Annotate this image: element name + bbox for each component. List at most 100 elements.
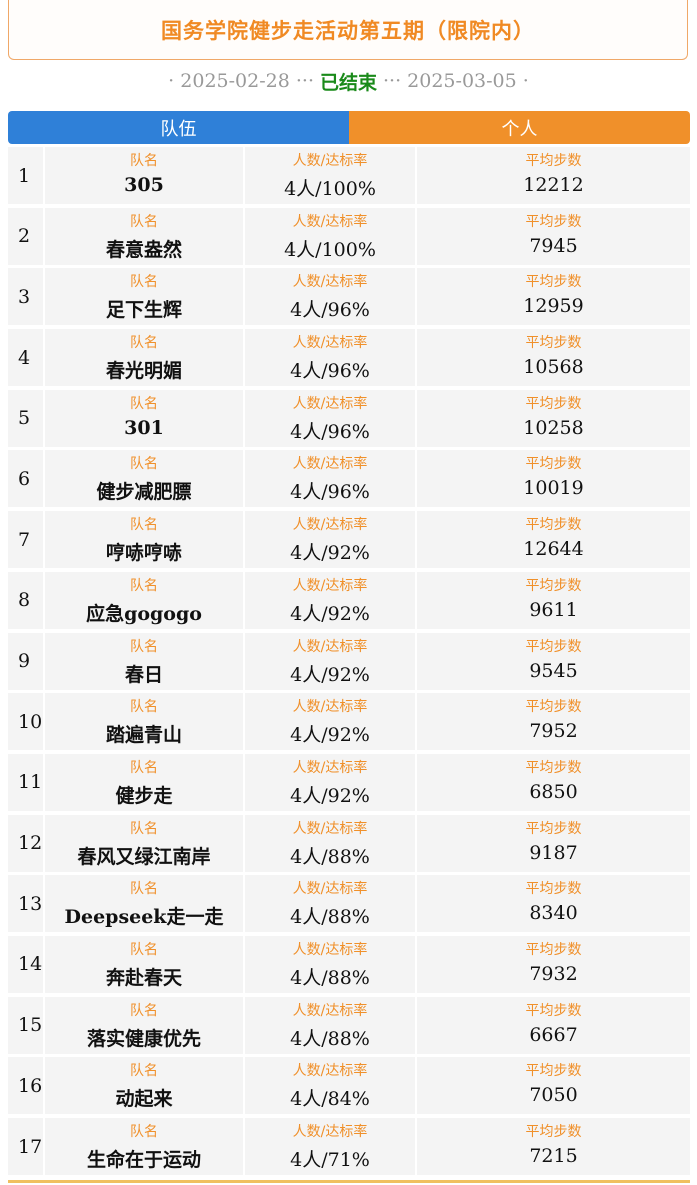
tab-team[interactable]: 队伍 xyxy=(8,111,349,144)
rate-label: 人数/达标率 xyxy=(292,759,368,776)
rate-label: 人数/达标率 xyxy=(292,577,368,594)
rate-label: 人数/达标率 xyxy=(292,699,368,716)
rank-cell: 6 xyxy=(8,450,43,508)
table-row[interactable]: 6 队名 健步减肥膘 人数/达标率 4人/96% 平均步数 10019 xyxy=(8,450,690,508)
rate-cell: 人数/达标率 4人/96% xyxy=(245,389,415,447)
table-row[interactable]: 17 队名 生命在于运动 人数/达标率 4人/71% 平均步数 7215 xyxy=(8,1118,690,1175)
rate-label: 人数/达标率 xyxy=(292,941,368,958)
rate-label: 人数/达标率 xyxy=(292,1124,368,1140)
rate-label: 人数/达标率 xyxy=(292,881,368,898)
rank-cell: 9 xyxy=(8,632,43,690)
rank-cell: 17 xyxy=(8,1118,43,1175)
avg-steps-cell: 平均步数 8340 xyxy=(417,875,690,933)
avg-steps: 10019 xyxy=(523,477,584,500)
avg-steps-cell: 平均步数 7932 xyxy=(417,935,690,993)
tab-individual[interactable]: 个人 xyxy=(349,111,690,144)
table-row[interactable]: 8 队名 应急gogogo 人数/达标率 4人/92% 平均步数 9611 xyxy=(8,571,690,629)
avg-steps: 9187 xyxy=(529,841,578,864)
table-row[interactable]: 14 队名 奔赴春天 人数/达标率 4人/88% 平均步数 7932 xyxy=(8,935,690,993)
table-row[interactable]: 12 队名 春风又绿江南岸 人数/达标率 4人/88% 平均步数 9187 xyxy=(8,814,690,872)
avg-steps: 6850 xyxy=(529,780,578,803)
avg-steps-cell: 平均步数 12644 xyxy=(417,511,690,569)
avg-steps: 12644 xyxy=(523,538,584,561)
rank-cell: 16 xyxy=(8,1057,43,1115)
avg-steps-label: 平均步数 xyxy=(525,699,582,716)
avg-steps-cell: 平均步数 7945 xyxy=(417,207,690,265)
avg-steps-label: 平均步数 xyxy=(525,213,582,230)
rate-label: 人数/达标率 xyxy=(292,395,368,412)
rate-cell: 人数/达标率 4人/92% xyxy=(245,693,415,751)
table-row[interactable]: 7 队名 哼哧哼哧 人数/达标率 4人/92% 平均步数 12644 xyxy=(8,511,690,569)
rate-label: 人数/达标率 xyxy=(292,820,368,837)
team-name: Deepseek走一走 xyxy=(64,906,224,929)
table-row[interactable]: 10 队名 踏遍青山 人数/达标率 4人/92% 平均步数 7952 xyxy=(8,693,690,751)
rate-cell: 人数/达标率 4人/88% xyxy=(245,996,415,1054)
team-name: 奔赴春天 xyxy=(105,966,182,989)
team-name-cell: 队名 足下生辉 xyxy=(45,268,243,326)
member-rate: 4人/100% xyxy=(284,238,376,261)
team-name-cell: 队名 生命在于运动 xyxy=(45,1118,243,1175)
rank-number: 11 xyxy=(18,771,43,794)
table-row[interactable]: 13 队名 Deepseek走一走 人数/达标率 4人/88% 平均步数 8340 xyxy=(8,875,690,933)
team-name-label: 队名 xyxy=(130,1063,158,1080)
table-row[interactable]: 11 队名 健步走 人数/达标率 4人/92% 平均步数 6850 xyxy=(8,753,690,811)
team-name-label: 队名 xyxy=(130,153,158,169)
avg-steps-cell: 平均步数 6667 xyxy=(417,996,690,1054)
rank-number: 9 xyxy=(18,650,31,672)
rank-cell: 8 xyxy=(8,571,43,629)
avg-steps-label: 平均步数 xyxy=(525,577,582,594)
team-name-cell: 队名 踏遍青山 xyxy=(45,693,243,751)
table-row[interactable]: 4 队名 春光明媚 人数/达标率 4人/96% 平均步数 10568 xyxy=(8,329,690,387)
avg-steps: 9611 xyxy=(529,598,578,621)
avg-steps-cell: 平均步数 7215 xyxy=(417,1118,690,1175)
avg-steps: 10258 xyxy=(523,416,584,439)
rank-cell: 10 xyxy=(8,693,43,751)
avg-steps-cell: 平均步数 9187 xyxy=(417,814,690,872)
rank-cell: 3 xyxy=(8,268,43,326)
table-row[interactable]: 9 队名 春日 人数/达标率 4人/92% 平均步数 9545 xyxy=(8,632,690,690)
avg-steps-label: 平均步数 xyxy=(525,153,582,169)
team-name-label: 队名 xyxy=(130,517,158,534)
team-name: 哼哧哼哧 xyxy=(105,542,182,565)
team-name: 305 xyxy=(124,174,164,196)
team-name-label: 队名 xyxy=(130,335,158,352)
rank-cell: 14 xyxy=(8,935,43,993)
team-name-cell: 队名 Deepseek走一走 xyxy=(45,875,243,933)
avg-steps-cell: 平均步数 10019 xyxy=(417,450,690,508)
member-rate: 4人/96% xyxy=(290,420,370,443)
table-row[interactable]: 1 队名 305 人数/达标率 4人/100% 平均步数 12212 xyxy=(8,147,690,204)
avg-steps-label: 平均步数 xyxy=(525,638,582,655)
rank-number: 15 xyxy=(18,1014,43,1037)
avg-steps-cell: 平均步数 9545 xyxy=(417,632,690,690)
rate-cell: 人数/达标率 4人/92% xyxy=(245,632,415,690)
date-sep-left: · xyxy=(168,70,175,92)
table-row[interactable]: 2 队名 春意盎然 人数/达标率 4人/100% 平均步数 7945 xyxy=(8,207,690,265)
team-name-cell: 队名 305 xyxy=(45,147,243,204)
member-rate: 4人/92% xyxy=(290,724,370,747)
avg-steps: 7932 xyxy=(529,962,578,985)
avg-steps: 8340 xyxy=(529,902,578,925)
team-name: 春光明媚 xyxy=(105,360,182,383)
bottom-divider xyxy=(8,1180,690,1183)
avg-steps: 12212 xyxy=(523,174,584,196)
avg-steps-label: 平均步数 xyxy=(525,274,582,291)
avg-steps-label: 平均步数 xyxy=(525,820,582,837)
team-name-label: 队名 xyxy=(130,881,158,898)
team-name-cell: 队名 落实健康优先 xyxy=(45,996,243,1054)
table-row[interactable]: 16 队名 动起来 人数/达标率 4人/84% 平均步数 7050 xyxy=(8,1057,690,1115)
table-row[interactable]: 5 队名 301 人数/达标率 4人/96% 平均步数 10258 xyxy=(8,389,690,447)
team-name-cell: 队名 健步减肥膘 xyxy=(45,450,243,508)
rate-cell: 人数/达标率 4人/92% xyxy=(245,571,415,629)
table-row[interactable]: 3 队名 足下生辉 人数/达标率 4人/96% 平均步数 12959 xyxy=(8,268,690,326)
member-rate: 4人/88% xyxy=(290,1027,370,1050)
rank-number: 12 xyxy=(18,832,43,855)
avg-steps-label: 平均步数 xyxy=(525,759,582,776)
team-name-label: 队名 xyxy=(130,577,158,594)
avg-steps-cell: 平均步数 12959 xyxy=(417,268,690,326)
activity-title: 国务学院健步走活动第五期（限院内） xyxy=(161,18,535,43)
rate-cell: 人数/达标率 4人/71% xyxy=(245,1118,415,1175)
team-name: 健步减肥膘 xyxy=(96,481,192,504)
table-row[interactable]: 15 队名 落实健康优先 人数/达标率 4人/88% 平均步数 6667 xyxy=(8,996,690,1054)
rank-number: 6 xyxy=(18,467,31,490)
team-name-cell: 队名 应急gogogo xyxy=(45,571,243,629)
